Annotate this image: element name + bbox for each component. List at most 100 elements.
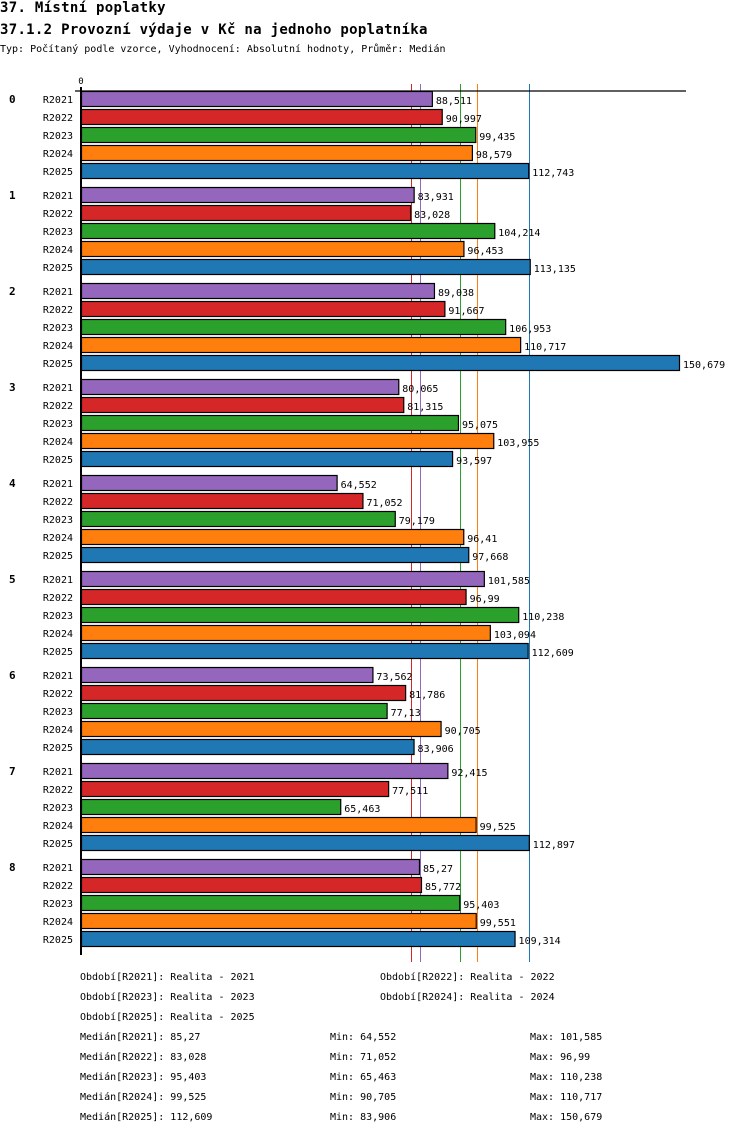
series-label: R2023 — [43, 803, 73, 814]
stat-max-r2023: Max: 110,238 — [530, 1072, 603, 1083]
series-label: R2021 — [43, 767, 73, 778]
data-label: 73,562 — [376, 672, 412, 683]
series-label: R2024 — [43, 629, 73, 640]
legend-period-r2021: Období[R2021]: Realita - 2021 — [80, 972, 255, 983]
bar-r2023-0 — [80, 126, 477, 144]
stat-min-r2023: Min: 65,463 — [330, 1072, 397, 1083]
legend-period-r2023: Období[R2023]: Realita - 2023 — [80, 992, 255, 1003]
bar-r2021-6 — [80, 666, 374, 684]
stat-median-r2021: Medián[R2021]: 85,27 — [80, 1032, 201, 1043]
bar-r2021-5 — [80, 570, 485, 588]
bar-r2025-1 — [80, 258, 531, 276]
bar-r2024-0 — [80, 144, 473, 162]
bar-r2021-1 — [80, 186, 415, 204]
series-label: R2022 — [43, 689, 73, 700]
bar-r2024-2 — [80, 336, 522, 354]
data-label: 110,717 — [524, 342, 566, 353]
group-label-7: 7 — [9, 765, 16, 778]
series-label: R2024 — [43, 245, 73, 256]
bar-r2024-1 — [80, 240, 465, 258]
bar-r2023-2 — [80, 318, 507, 336]
data-label: 89,038 — [438, 288, 474, 299]
series-label: R2024 — [43, 533, 73, 544]
data-label: 99,551 — [480, 918, 516, 929]
data-label: 95,403 — [463, 900, 499, 911]
legend-period-r2022: Období[R2022]: Realita - 2022 — [380, 972, 555, 983]
bar-r2022-8 — [80, 876, 423, 894]
bar-r2021-3 — [80, 378, 400, 396]
data-label: 103,955 — [497, 438, 539, 449]
bar-r2025-0 — [80, 162, 530, 180]
series-label: R2021 — [43, 191, 73, 202]
bar-r2025-4 — [80, 546, 470, 564]
series-label: R2021 — [43, 863, 73, 874]
data-label: 85,27 — [423, 864, 453, 875]
stat-max-r2025: Max: 150,679 — [530, 1112, 603, 1123]
series-label: R2025 — [43, 935, 73, 946]
series-label: R2023 — [43, 707, 73, 718]
series-label: R2024 — [43, 821, 73, 832]
x-tick-label: 0 — [78, 77, 83, 87]
series-label: R2024 — [43, 341, 73, 352]
series-label: R2023 — [43, 131, 73, 142]
bar-r2023-3 — [80, 414, 460, 432]
bar-r2021-4 — [80, 474, 338, 492]
group-label-5: 5 — [9, 573, 16, 586]
data-label: 90,705 — [445, 726, 481, 737]
legend-period-r2024: Období[R2024]: Realita - 2024 — [380, 992, 555, 1003]
bar-r2023-4 — [80, 510, 396, 528]
bar-r2024-5 — [80, 624, 491, 642]
data-label: 113,135 — [534, 264, 576, 275]
series-label: R2022 — [43, 305, 73, 316]
series-label: R2025 — [43, 359, 73, 370]
series-label: R2024 — [43, 149, 73, 160]
bar-r2023-5 — [80, 606, 520, 624]
data-label: 88,511 — [436, 96, 472, 107]
series-label: R2024 — [43, 917, 73, 928]
bar-r2022-1 — [80, 204, 412, 222]
bar-r2024-3 — [80, 432, 495, 450]
group-label-3: 3 — [9, 381, 16, 394]
data-label: 85,772 — [425, 882, 461, 893]
series-label: R2023 — [43, 323, 73, 334]
bar-r2024-7 — [80, 816, 477, 834]
series-label: R2022 — [43, 209, 73, 220]
data-label: 97,668 — [472, 552, 508, 563]
series-label: R2021 — [43, 383, 73, 394]
data-label: 103,094 — [494, 630, 536, 641]
bar-r2023-7 — [80, 798, 342, 816]
data-label: 109,314 — [519, 936, 561, 947]
data-label: 80,065 — [402, 384, 438, 395]
bar-r2022-5 — [80, 588, 467, 606]
stat-max-r2022: Max: 96,99 — [530, 1052, 591, 1063]
group-label-4: 4 — [9, 477, 16, 490]
group-label-2: 2 — [9, 285, 16, 298]
data-label: 71,052 — [366, 498, 402, 509]
bar-r2021-0 — [80, 90, 433, 108]
series-label: R2025 — [43, 551, 73, 562]
series-label: R2022 — [43, 113, 73, 124]
series-label: R2023 — [43, 419, 73, 430]
data-label: 150,679 — [683, 360, 725, 371]
bar-r2025-6 — [80, 738, 415, 756]
data-label: 99,435 — [479, 132, 515, 143]
group-label-0: 0 — [9, 93, 16, 106]
group-label-8: 8 — [9, 861, 16, 874]
bar-r2022-0 — [80, 108, 443, 126]
stat-median-r2025: Medián[R2025]: 112,609 — [80, 1112, 213, 1123]
series-label: R2023 — [43, 899, 73, 910]
series-label: R2022 — [43, 593, 73, 604]
bar-r2024-8 — [80, 912, 477, 930]
data-label: 112,743 — [532, 168, 574, 179]
data-label: 81,786 — [409, 690, 445, 701]
bar-r2023-8 — [80, 894, 461, 912]
bar-r2025-3 — [80, 450, 454, 468]
series-label: R2022 — [43, 401, 73, 412]
series-label: R2025 — [43, 647, 73, 658]
group-label-6: 6 — [9, 669, 16, 682]
bar-r2023-6 — [80, 702, 388, 720]
stat-min-r2021: Min: 64,552 — [330, 1032, 397, 1043]
bar-r2024-4 — [80, 528, 465, 546]
series-label: R2021 — [43, 479, 73, 490]
